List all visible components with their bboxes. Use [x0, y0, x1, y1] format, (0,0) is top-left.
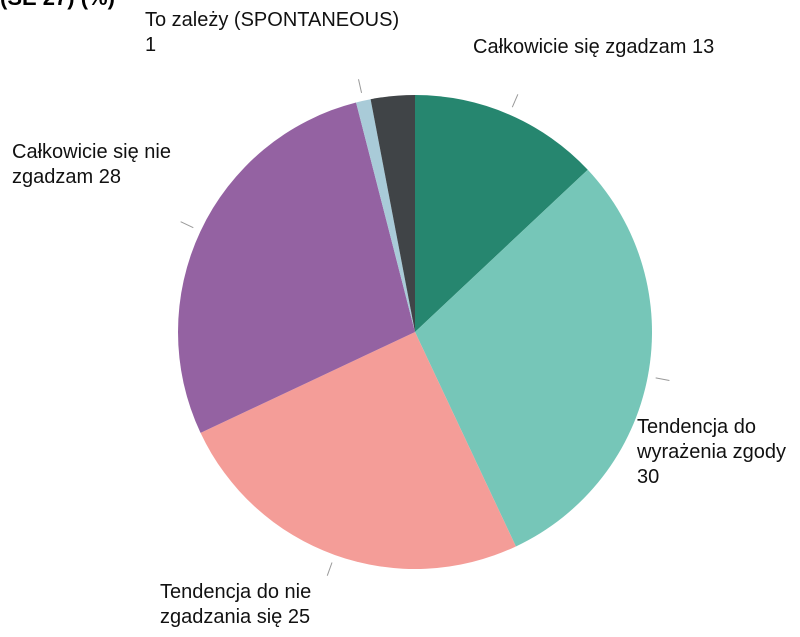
leader-line: [180, 221, 194, 229]
slice-label: Tendencja do wyrażenia zgody 30: [637, 415, 797, 490]
pie-slice: [370, 95, 415, 332]
label-name: Tendencja do nie zgadzania się: [160, 581, 312, 628]
pie-slice: [415, 169, 652, 547]
pie-slice: [200, 332, 516, 569]
label-name: To zależy (SPONTANEOUS): [145, 9, 400, 31]
label-name: Tendencja do wyrażenia zgody: [637, 416, 786, 463]
pie-slice: [415, 95, 588, 332]
slice-label: Tendencja do nie zgadzania się 25: [160, 580, 390, 630]
label-value: 1: [145, 34, 157, 56]
pie-slice: [356, 99, 415, 332]
slice-label: Całkowicie się zgadzam 13: [473, 35, 773, 60]
leader-line: [358, 79, 363, 94]
label-value: 30: [637, 466, 660, 488]
label-name: Całkowicie się zgadzam: [473, 36, 687, 58]
label-value: 13: [691, 36, 715, 58]
label-value: 28: [98, 166, 121, 188]
chart-title: (SE 27) (%): [0, 0, 115, 11]
leader-line: [511, 94, 519, 108]
label-name: Całkowicie się nie zgadzam: [12, 141, 171, 188]
slice-label: To zależy (SPONTANEOUS) 1: [145, 8, 405, 58]
leader-line: [655, 377, 670, 382]
pie-slice: [177, 102, 415, 433]
leader-line: [326, 562, 333, 576]
label-value: 25: [287, 606, 311, 628]
slice-label: Całkowicie się nie zgadzam 28: [12, 140, 212, 190]
